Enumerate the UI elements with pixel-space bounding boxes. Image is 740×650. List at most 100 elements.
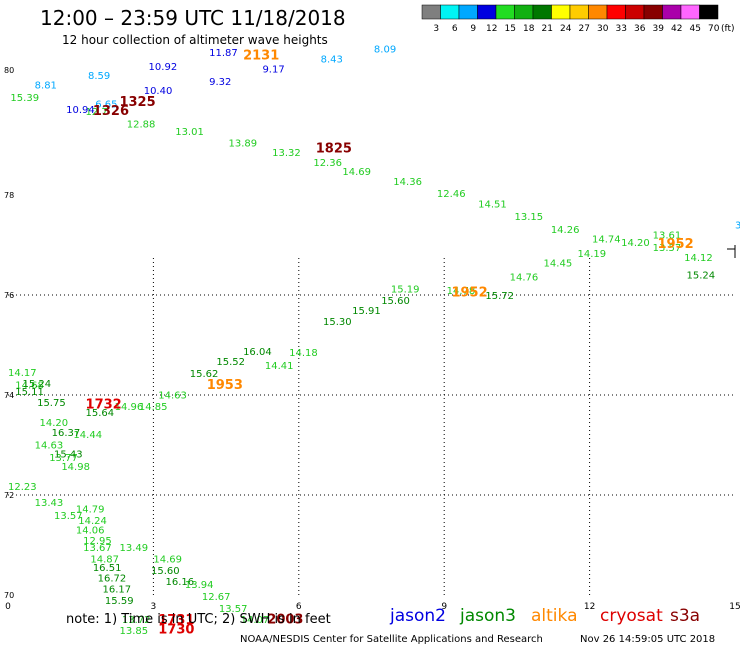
wave-height-label: 14.68: [15, 381, 44, 392]
satellite-legend-item: jason2: [390, 606, 446, 626]
wave-height-label: 15.62: [190, 369, 219, 380]
wave-height-label: 15.43: [54, 450, 83, 461]
legend-bin-label: 30: [597, 24, 609, 34]
pass-time-label: 1326: [93, 104, 129, 119]
x-tick-label: 0: [5, 602, 11, 612]
pass-time-label: 1730: [158, 623, 194, 638]
wave-height-label: 13.15: [514, 212, 543, 223]
x-tick-label: 3: [151, 602, 157, 612]
wave-height-label: 14.74: [592, 235, 621, 246]
wave-height-label: 8.43: [321, 55, 343, 66]
wave-height-label: 14.69: [153, 555, 182, 566]
pass-time-label: 1732: [86, 398, 122, 413]
wave-height-label: 14.18: [289, 348, 318, 359]
wave-height-label: 14.51: [478, 200, 507, 211]
legend-bin-label: 70: [708, 24, 720, 34]
wave-height-label: 13.32: [272, 148, 301, 159]
y-tick-label: 76: [4, 291, 14, 300]
pass-time-label: 1325: [119, 95, 155, 110]
wave-height-label: 16.51: [93, 563, 122, 574]
legend-bin-label: 36: [634, 24, 646, 34]
legend-bin-label: 15: [505, 24, 516, 34]
wave-height-label: 15.75: [37, 398, 66, 409]
satellite-legend-item: altika: [531, 606, 578, 626]
wave-height-label: 12.88: [127, 120, 156, 131]
wave-height-label: 12.67: [202, 592, 231, 603]
wave-height-label: 13.89: [229, 139, 258, 150]
wave-height-label: 13.57: [54, 511, 83, 522]
wave-height-label: 10.40: [144, 86, 173, 97]
wave-height-label: 13.01: [175, 127, 204, 138]
wave-height-label: 14.69: [342, 167, 371, 178]
wave-height-label: 16.72: [98, 574, 127, 585]
wave-height-label: 12.36: [313, 158, 342, 169]
legend-bin-label: 24: [560, 24, 572, 34]
wave-height-label: 15.30: [323, 317, 352, 328]
pass-time-label: 1952: [657, 237, 693, 252]
wave-height-label: 16.17: [103, 585, 132, 596]
wave-height-label: 14.19: [577, 249, 606, 260]
legend-bin-label: 39: [653, 24, 665, 34]
wave-height-label: 16.16: [166, 577, 195, 588]
wave-height-label: 15.19: [391, 285, 420, 296]
wave-height-label: 8.09: [374, 45, 396, 56]
x-tick-label: 6: [296, 602, 302, 612]
wave-height-label: 14.26: [551, 225, 580, 236]
wave-height-label: 14.96: [115, 402, 144, 413]
legend-bin-label: 42: [671, 24, 682, 34]
wave-height-label: 15.60: [381, 296, 410, 307]
wave-height-label: 16.37: [52, 428, 81, 439]
wave-height-label: 16.04: [243, 347, 272, 358]
y-tick-label: 78: [4, 191, 14, 200]
wave-height-label: 15.52: [216, 357, 245, 368]
wave-height-label: 15.91: [352, 306, 381, 317]
wave-height-label: 13.67: [83, 543, 112, 554]
wave-height-label: 14.20: [40, 418, 69, 429]
wave-height-label: 14.24: [78, 516, 107, 527]
credit-text: NOAA/NESDIS Center for Satellite Applica…: [240, 634, 543, 645]
wave-height-label: 14.17: [8, 368, 37, 379]
legend-unit: (ft): [721, 24, 735, 34]
wave-height-label: 15.24: [687, 271, 716, 282]
wave-height-label: 15.64: [86, 408, 115, 419]
generated-timestamp: Nov 26 14:59:05 UTC 2018: [580, 634, 716, 645]
wave-height-label: 12.46: [437, 189, 466, 200]
wave-height-label: 14.06: [76, 526, 105, 537]
wave-height-label: 9.32: [209, 77, 231, 88]
legend-bin-label: 27: [579, 24, 590, 34]
wave-height-label: 15.59: [105, 596, 134, 607]
wave-height-label: 14.87: [90, 555, 119, 566]
wave-height-label: 14.20: [621, 238, 650, 249]
legend-swatch: [699, 4, 719, 20]
wave-height-label: 13.61: [653, 231, 682, 242]
wave-height-label: 14.79: [76, 505, 105, 516]
wave-height-label: 14.44: [73, 430, 102, 441]
y-tick-label: 80: [4, 66, 14, 75]
wave-height-label: 13.77: [49, 453, 78, 464]
wave-height-label: 15.11: [15, 387, 44, 398]
color-legend: 3 6 9 12 15 18 21 24 27 30 33 36 39 42 45 70 (ft): [421, 4, 735, 34]
wave-height-label: 14.85: [139, 402, 168, 413]
pass-time-label: 2131: [243, 49, 279, 64]
wave-height-label: 13.57: [653, 243, 682, 254]
legend-bin-label: 18: [523, 24, 535, 34]
wave-height-label: 15.39: [10, 93, 39, 104]
x-tick-label: 9: [441, 602, 447, 612]
note-text: note: 1) Time is in UTC; 2) SWH is in fe…: [66, 612, 331, 627]
chart-subtitle: 12 hour collection of altimeter wave hei…: [62, 33, 328, 47]
wave-height-label: 13.94: [185, 580, 214, 591]
wave-height-label: 3.9: [735, 221, 740, 232]
wave-height-label: 12.23: [8, 482, 37, 493]
wave-height-label: 12.95: [83, 536, 112, 547]
wave-height-label: 14.45: [544, 259, 573, 270]
wave-height-label: 14.07: [241, 615, 270, 626]
wave-height-label: 8.81: [35, 81, 57, 92]
satellite-legend-item: jason3: [460, 606, 516, 626]
pass-time-label: 1731: [158, 613, 194, 628]
wave-height-label: 12.7: [86, 107, 108, 118]
wave-height-label: 11.87: [209, 48, 238, 59]
wave-height-label: 13.85: [119, 626, 148, 637]
satellite-legend-item: s3a: [670, 606, 701, 626]
pass-time-label: 1953: [207, 378, 243, 393]
